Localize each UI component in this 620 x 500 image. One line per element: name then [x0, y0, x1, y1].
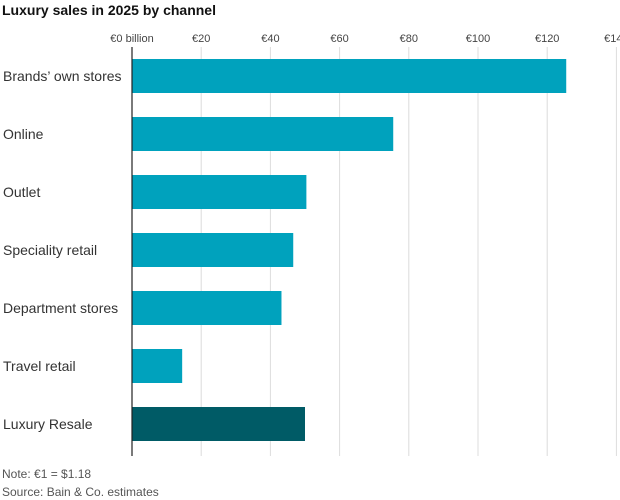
- x-tick-label: €100: [466, 33, 490, 45]
- category-label: Department stores: [3, 300, 118, 316]
- chart-note: Note: €1 = $1.18: [2, 467, 92, 481]
- x-tick-label: €20: [192, 33, 210, 45]
- bar: [132, 349, 183, 383]
- x-tick-label: €60: [330, 33, 348, 45]
- bar: [132, 117, 394, 151]
- bar: [132, 407, 305, 441]
- bar: [132, 175, 307, 209]
- bar: [132, 233, 294, 267]
- bar-chart: €0 billion €20 €40 €60 €80 €100 €120 €140 Brands…: [3, 33, 620, 456]
- x-tick-label: €0 billion: [110, 33, 153, 45]
- bar: [132, 291, 282, 325]
- category-label: Brands’ own stores: [3, 68, 122, 84]
- category-label: Outlet: [3, 184, 40, 200]
- x-tick-label: €80: [400, 33, 418, 45]
- x-tick-label: €140: [604, 33, 620, 45]
- x-tick-label: €40: [261, 33, 279, 45]
- bar: [132, 59, 567, 93]
- category-label: Speciality retail: [3, 242, 97, 258]
- chart-title: Luxury sales in 2025 by channel: [2, 2, 216, 18]
- category-label: Travel retail: [3, 358, 76, 374]
- category-label: Online: [3, 126, 44, 142]
- category-label: Luxury Resale: [3, 416, 93, 432]
- chart-source: Source: Bain & Co. estimates: [2, 485, 159, 499]
- x-tick-label: €120: [535, 33, 559, 45]
